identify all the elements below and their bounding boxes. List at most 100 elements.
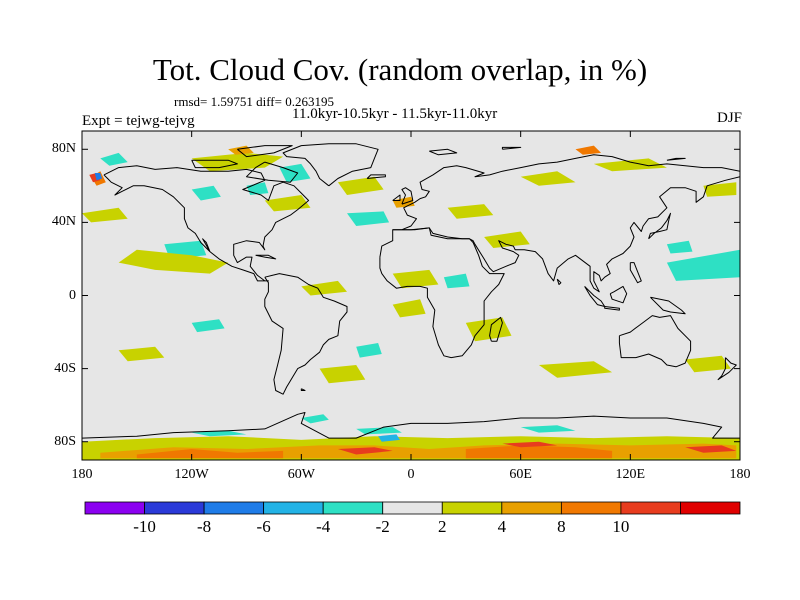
coastline <box>609 285 628 304</box>
anomaly-region-pos8 <box>575 145 602 155</box>
colorbar-swatch <box>263 501 324 515</box>
colorbar-label: 8 <box>557 517 566 536</box>
colorbar-swatch <box>560 501 622 515</box>
coastline <box>401 187 414 205</box>
coastline <box>379 227 505 359</box>
anomaly-region-neg2 <box>301 414 329 424</box>
coastline <box>666 157 686 161</box>
anomaly-region-pos2 <box>465 317 512 342</box>
anomaly-region-neg2 <box>191 430 247 437</box>
anomaly-region-neg2 <box>100 152 128 166</box>
anomaly-region-neg2 <box>666 240 693 254</box>
coastline <box>103 165 310 282</box>
anomaly-region-pos2 <box>118 346 165 362</box>
colorbar-swatch <box>322 501 384 515</box>
coastline <box>556 278 562 285</box>
coastline <box>650 296 686 315</box>
anomaly-region-pos10 <box>337 447 393 455</box>
coastline <box>264 273 348 395</box>
lon-tick-label: 180 <box>729 467 751 482</box>
plot-area <box>81 130 741 461</box>
colorbar-swatch <box>382 501 443 515</box>
season-label: DJF <box>716 110 742 126</box>
anomaly-region-pos2 <box>118 249 229 274</box>
colorbar-label: -4 <box>316 517 331 536</box>
coastline <box>300 388 306 391</box>
anomaly-region-pos2 <box>337 176 384 195</box>
anomaly-region-neg2 <box>347 211 390 226</box>
anomaly-region-neg2 <box>443 273 470 289</box>
anomaly-region-pos8 <box>136 449 284 459</box>
coastline <box>246 161 299 183</box>
anomaly-region-neg6 <box>94 173 103 181</box>
anomaly-region-neg2 <box>356 427 402 435</box>
coastline <box>191 159 238 169</box>
coastline <box>392 194 401 201</box>
coastlines <box>82 143 740 439</box>
anomaly-region-neg4 <box>378 434 400 442</box>
anomaly-region-neg2 <box>520 425 576 433</box>
anomaly-region-pos8 <box>465 445 613 459</box>
anomaly-region-pos2 <box>685 355 731 373</box>
colorbar-swatch <box>680 501 741 515</box>
coastline <box>392 154 740 293</box>
anomaly-region-pos2 <box>484 231 530 248</box>
anomaly-regions <box>82 145 740 460</box>
colorbar <box>84 501 741 515</box>
anomaly-region-pos2 <box>392 269 439 289</box>
coastline <box>282 143 379 187</box>
colorbar-label: -10 <box>133 517 156 536</box>
coastline <box>618 315 692 368</box>
colorbar-swatch <box>144 501 205 515</box>
anomaly-region-pos2 <box>82 207 128 223</box>
coastline <box>366 174 386 179</box>
colorbar-label: 4 <box>497 517 507 536</box>
experiment-label: Expt = tejwg-tejvg <box>82 113 195 129</box>
lon-tick-label: 120W <box>174 467 209 482</box>
anomaly-region-pos2 <box>520 171 576 186</box>
colorbar-swatch <box>84 501 145 515</box>
colorbar-swatch <box>203 501 265 515</box>
map-background <box>82 131 740 460</box>
anomaly-region-pos2 <box>319 365 366 384</box>
coastline <box>255 254 277 260</box>
colorbar-label: -6 <box>256 517 271 536</box>
lon-tick-label: 120E <box>615 467 646 482</box>
coastline <box>237 145 293 158</box>
colorbar-swatch <box>620 501 681 515</box>
anomaly-region-pos2 <box>392 299 426 318</box>
colorbar-label: 10 <box>612 517 630 536</box>
colorbar-swatch <box>501 501 562 515</box>
lat-tick-label: 80S <box>54 433 76 449</box>
anomaly-region-pos2 <box>447 204 494 219</box>
anomaly-region-pos2 <box>538 361 613 378</box>
anomaly-region-neg2 <box>279 163 311 183</box>
coastline <box>489 316 503 342</box>
coastline <box>82 412 740 439</box>
lat-tick-label: 80N <box>51 141 76 157</box>
lon-tick-label: 60W <box>287 467 315 482</box>
anomaly-region-neg2 <box>356 343 382 358</box>
anomaly-region-pos10 <box>502 441 558 448</box>
lat-tick-label: 0 <box>69 287 76 303</box>
lon-tick-label: 180 <box>71 467 93 482</box>
lon-tick-label: 0 <box>407 467 415 482</box>
colorbar-swatch <box>441 501 503 515</box>
lat-tick-label: 40N <box>51 214 76 230</box>
lon-tick-label: 60E <box>509 467 532 482</box>
anomaly-region-neg2 <box>191 185 221 201</box>
anomaly-region-pos10 <box>685 445 737 453</box>
stats-label: rmsd= 1.59751 diff= 0.263195 <box>174 94 334 109</box>
anomaly-region-pos2 <box>301 280 347 296</box>
colorbar-label: -8 <box>196 517 212 536</box>
lat-tick-label: 40S <box>54 360 76 376</box>
anomaly-region-neg2 <box>191 319 225 333</box>
anomaly-region-pos2 <box>264 195 311 212</box>
anomaly-region-pos2 <box>191 152 284 172</box>
anomaly-region-neg2 <box>666 249 740 281</box>
coastline <box>501 146 522 150</box>
coastline <box>648 212 671 240</box>
colorbar-label: -2 <box>375 517 390 536</box>
anomaly-region-pos2 <box>703 182 737 197</box>
